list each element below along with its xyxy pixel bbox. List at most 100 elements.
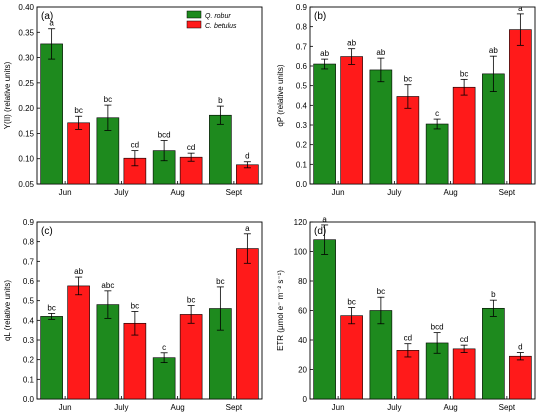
significance-label: cd: [404, 334, 412, 343]
legend-label-c-betulus: C. betulus: [205, 23, 237, 30]
y-tick-label: 0.0: [23, 395, 35, 404]
y-tick-label: 0.10: [18, 155, 34, 164]
panel-b-chart: 0.0 0.1 0.2 0.3 0.4 0.5 0.6 0.7 0.8 0.9 qP (relati…: [276, 3, 536, 197]
significance-label: ab: [74, 267, 83, 276]
significance-label: a: [245, 224, 250, 233]
bar: [67, 122, 90, 185]
significance-label: b: [218, 96, 223, 105]
significance-label: b: [491, 290, 496, 299]
x-tick-label: Jun: [59, 403, 72, 412]
panel-label: (c): [41, 226, 53, 237]
bar: [40, 316, 63, 400]
y-tick-label: 80: [298, 277, 307, 286]
y-tick-label: 0.20: [18, 104, 34, 113]
x-tick-label: Jun: [332, 188, 345, 197]
significance-label: ab: [347, 39, 356, 48]
panel-label: (b): [314, 11, 326, 22]
bar: [152, 357, 176, 400]
significance-label: d: [245, 152, 249, 161]
bar: [313, 63, 336, 185]
bar: [369, 69, 393, 185]
significance-label: ab: [320, 49, 329, 58]
y-tick-label: 0.25: [18, 79, 34, 88]
x-tick-label: July: [114, 188, 128, 197]
y-tick-label: 120: [294, 218, 308, 227]
panel-label: (a): [41, 11, 53, 22]
y-tick-label: 0.4: [296, 101, 308, 110]
x-tick-label: Jun: [59, 188, 72, 197]
bar: [482, 307, 505, 400]
significance-label: bc: [187, 296, 195, 305]
x-tick-label: July: [387, 403, 401, 412]
legend-swatch-c-betulus: [186, 20, 202, 29]
x-tick-label: Aug: [171, 188, 185, 197]
significance-label: cd: [131, 141, 139, 150]
bar: [509, 29, 532, 185]
bar: [67, 285, 90, 400]
significance-label: a: [49, 19, 54, 28]
bar: [452, 86, 476, 185]
significance-label: bc: [216, 277, 224, 286]
significance-label: c: [435, 109, 439, 118]
y-tick-label: 0.8: [23, 238, 35, 247]
y-tick-label: 0.6: [296, 62, 308, 71]
bar: [340, 315, 363, 400]
y-tick-label: 0.5: [296, 82, 308, 91]
panel-a-chart: 0.05 0.10 0.15 0.20 0.25 0.30 0.35 0.40 Y(II) (r…: [3, 3, 263, 197]
x-tick-label: Aug: [444, 403, 458, 412]
significance-label: a: [322, 215, 327, 224]
bar: [509, 355, 532, 400]
y-tick-label: 0.3: [296, 121, 308, 130]
significance-label: ab: [489, 46, 498, 55]
x-tick-label: Sept: [226, 188, 243, 197]
panel-c-chart: 0.0 0.1 0.2 0.3 0.4 0.5 0.6 0.7 0.8 0.9 qL (relati…: [3, 218, 263, 412]
y-tick-label: 0.1: [296, 160, 308, 169]
y-tick-label: 40: [298, 336, 307, 345]
y-axis-label: qL (relative units): [3, 280, 12, 341]
x-tick-label: July: [114, 403, 128, 412]
significance-label: abc: [101, 281, 114, 290]
y-tick-label: 0.8: [296, 23, 308, 32]
y-tick-label: 0.2: [23, 356, 35, 365]
x-tick-label: Jun: [332, 403, 345, 412]
y-axis-label: ETR (µmol e⁻ m⁻² s⁻¹): [276, 270, 285, 351]
significance-label: bc: [404, 75, 412, 84]
y-tick-label: 0.15: [18, 129, 34, 138]
y-tick-label: 100: [294, 248, 308, 257]
significance-label: cd: [460, 335, 468, 344]
bar: [340, 56, 363, 185]
x-tick-label: Sept: [226, 403, 243, 412]
y-axis-label: qP (relative units): [276, 64, 285, 126]
significance-label: bcd: [431, 323, 444, 332]
y-tick-label: 0.7: [23, 257, 35, 266]
x-tick-label: Aug: [171, 403, 185, 412]
plot-frame: [36, 6, 263, 185]
significance-label: d: [518, 343, 522, 352]
y-tick-label: 0: [303, 395, 308, 404]
panel-label: (d): [314, 226, 326, 237]
y-tick-label: 0.9: [296, 3, 308, 12]
significance-label: bc: [347, 298, 355, 307]
y-tick-label: 0.1: [23, 375, 35, 384]
significance-label: cd: [187, 143, 195, 152]
y-tick-label: 20: [298, 366, 307, 375]
legend-swatch-q-robur: [186, 10, 202, 19]
bar: [179, 314, 203, 400]
y-tick-label: 0.6: [23, 277, 35, 286]
significance-label: bcd: [158, 131, 171, 140]
y-tick-label: 0.40: [18, 3, 34, 12]
y-tick-label: 0.7: [296, 42, 308, 51]
x-tick-label: July: [387, 188, 401, 197]
y-tick-label: 60: [298, 307, 307, 316]
legend-label-q-robur: Q. robur: [205, 13, 231, 20]
bar: [236, 248, 259, 400]
y-tick-label: 0.2: [296, 141, 308, 150]
bar: [209, 114, 232, 185]
significance-label: bc: [460, 69, 468, 78]
significance-label: a: [518, 4, 523, 13]
significance-label: bc: [104, 95, 112, 104]
y-tick-label: 0.35: [18, 28, 34, 37]
significance-label: ab: [376, 48, 385, 57]
plot-frame: [36, 221, 263, 400]
